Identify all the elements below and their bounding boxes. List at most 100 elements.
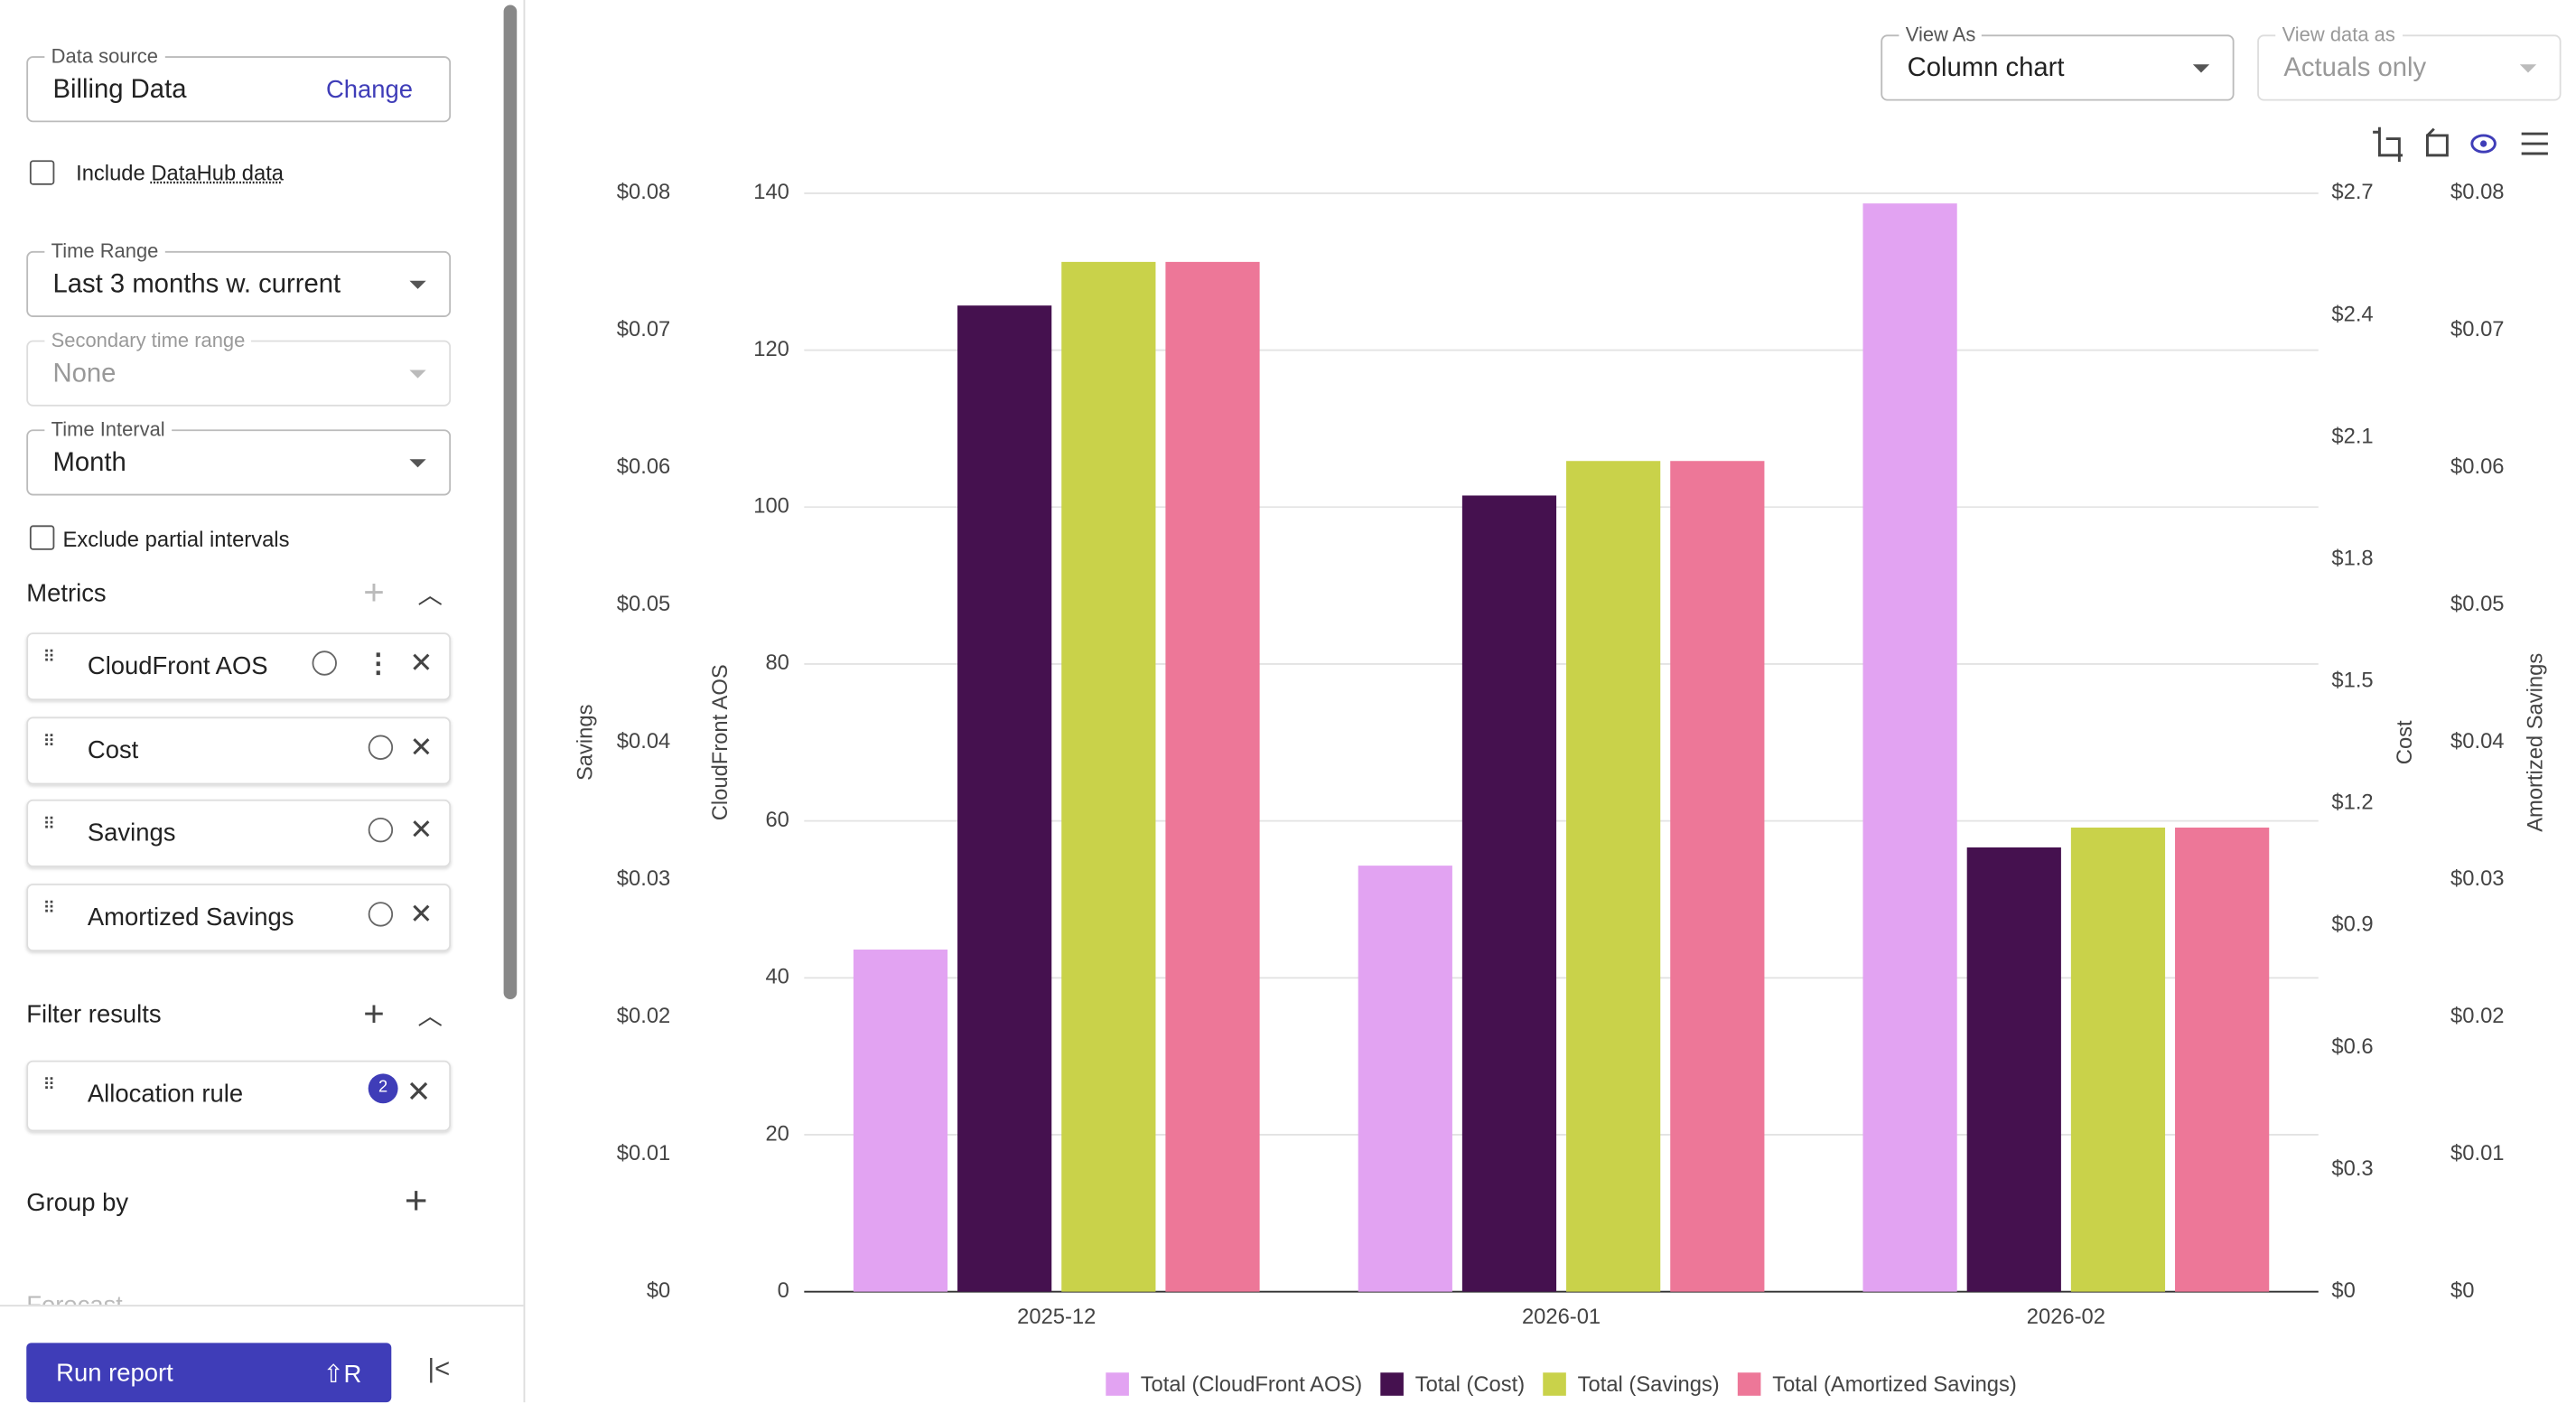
- y-tick-label: $0.07: [2450, 317, 2504, 342]
- view-as[interactable]: View As Column chart: [1881, 23, 2235, 101]
- value: Column chart: [1907, 54, 2065, 83]
- value: None: [52, 360, 117, 388]
- y-tick-label: $0.06: [617, 454, 670, 479]
- legend-label: Total (Amortized Savings): [1772, 1372, 2017, 1397]
- metrics-title: Metrics: [26, 579, 107, 608]
- legend-swatch: [1106, 1372, 1129, 1396]
- collapse-icon[interactable]: ︿: [417, 581, 443, 610]
- y-tick-label: $0.9: [2331, 913, 2373, 937]
- chart-tools: [2373, 126, 2548, 163]
- bar: [1862, 203, 1957, 1292]
- filter-name: Allocation rule: [87, 1080, 244, 1109]
- metric-chip[interactable]: ⠿ Amortized Savings ✕: [26, 883, 452, 951]
- metric-chip[interactable]: ⠿ Savings ✕: [26, 799, 452, 867]
- value: Billing Data: [52, 76, 187, 105]
- y-tick-label: $0.05: [2450, 592, 2504, 616]
- more-icon[interactable]: ⋮: [365, 651, 392, 679]
- y-tick-label: $0.01: [2450, 1141, 2504, 1165]
- bar: [1061, 261, 1156, 1292]
- eye-icon[interactable]: [2470, 134, 2497, 154]
- checkbox[interactable]: [29, 160, 55, 185]
- y-tick-label: 0: [778, 1278, 789, 1303]
- y-tick-label: $0.03: [2450, 866, 2504, 891]
- remove-icon[interactable]: ✕: [406, 1075, 432, 1109]
- metric-name: Savings: [87, 819, 176, 847]
- y-tick-label: $0: [647, 1278, 670, 1303]
- y-tick-label: $1.2: [2331, 791, 2373, 815]
- y-tick-label: $1.5: [2331, 669, 2373, 693]
- remove-icon[interactable]: ✕: [409, 730, 434, 763]
- y-tick-label: $0.04: [2450, 729, 2504, 753]
- view-data-as: View data as Actuals only: [2257, 23, 2562, 101]
- scrollbar[interactable]: [503, 5, 518, 1000]
- y-tick-label: $2.4: [2331, 302, 2373, 326]
- remove-icon[interactable]: ✕: [409, 897, 434, 930]
- y-tick-label: $0.08: [2450, 180, 2504, 204]
- y-tick-label: $0.03: [617, 866, 670, 891]
- axis-title: Amortized Savings: [2523, 653, 2547, 832]
- metric-chip[interactable]: ⠿ CloudFront AOS ⋮ ✕: [26, 632, 452, 701]
- y-tick-label: $0.02: [2450, 1004, 2504, 1028]
- data-source: Data source Billing Data Change: [26, 44, 452, 123]
- y-tick-label: 20: [765, 1121, 789, 1146]
- include-datahub: Include DataHub data: [76, 160, 284, 184]
- legend-label: Total (Cost): [1415, 1372, 1525, 1397]
- bar: [1461, 495, 1557, 1292]
- filter-count: 2: [368, 1073, 398, 1104]
- time-interval[interactable]: Time Interval Month: [26, 417, 452, 496]
- change-button[interactable]: Change: [325, 76, 414, 105]
- text: Include: [76, 160, 145, 185]
- info-icon[interactable]: [368, 817, 394, 843]
- reset-icon[interactable]: [2425, 127, 2449, 157]
- add-icon[interactable]: +: [363, 571, 385, 613]
- info-icon[interactable]: [368, 734, 394, 760]
- legend-item[interactable]: Total (Cost): [1380, 1372, 1525, 1397]
- metric-name: CloudFront AOS: [87, 652, 268, 681]
- menu-icon[interactable]: [2521, 132, 2548, 155]
- run-button[interactable]: Run report ⇧R: [26, 1343, 392, 1403]
- legend-item[interactable]: Total (CloudFront AOS): [1106, 1372, 1362, 1397]
- exclude-partial: Exclude partial intervals: [62, 527, 290, 552]
- group-by: Group by: [26, 1189, 129, 1218]
- crop-icon[interactable]: [2373, 126, 2403, 163]
- legend-item[interactable]: Total (Amortized Savings): [1737, 1372, 2017, 1397]
- x-tick-label: 2026-01: [1522, 1305, 1601, 1329]
- collapse-icon[interactable]: ︿: [417, 1002, 443, 1031]
- add-icon[interactable]: +: [404, 1179, 428, 1224]
- collapse-sidebar[interactable]: |<: [427, 1355, 451, 1385]
- info-icon[interactable]: [368, 901, 394, 926]
- y-tick-label: $0.06: [2450, 454, 2504, 479]
- remove-icon[interactable]: ✕: [409, 814, 434, 847]
- info-icon[interactable]: [312, 651, 337, 676]
- y-tick-label: $0.3: [2331, 1156, 2373, 1181]
- link[interactable]: DataHub data: [151, 160, 285, 185]
- filter-title: Filter results: [26, 1000, 162, 1029]
- y-tick-label: $0.07: [617, 317, 670, 342]
- add-icon[interactable]: +: [363, 992, 385, 1034]
- label: Time Range: [44, 239, 165, 263]
- legend-item[interactable]: Total (Savings): [1543, 1372, 1720, 1397]
- remove-icon[interactable]: ✕: [409, 647, 434, 679]
- metric-chip[interactable]: ⠿ Cost ✕: [26, 716, 452, 784]
- label: Secondary time range: [44, 328, 252, 352]
- bar: [1165, 261, 1260, 1292]
- legend-swatch: [1737, 1372, 1761, 1396]
- x-tick-label: 2025-12: [1017, 1305, 1096, 1329]
- y-tick-label: 120: [753, 337, 789, 361]
- y-tick-label: $0.01: [617, 1141, 670, 1165]
- checkbox[interactable]: [29, 525, 55, 550]
- time-range[interactable]: Time Range Last 3 months w. current: [26, 239, 452, 318]
- bar: [1670, 461, 1765, 1292]
- y-tick-label: $0.04: [617, 729, 670, 753]
- run-label: Run report: [56, 1359, 173, 1388]
- legend-label: Total (Savings): [1578, 1372, 1720, 1397]
- bar: [853, 950, 948, 1292]
- y-tick-label: $0: [2331, 1278, 2355, 1303]
- y-tick-label: 60: [765, 808, 789, 832]
- axis-title: Savings: [573, 704, 597, 781]
- filter-chip[interactable]: ⠿ Allocation rule 2 ✕: [26, 1060, 452, 1132]
- bar: [2070, 827, 2166, 1292]
- y-tick-label: $0.08: [617, 180, 670, 204]
